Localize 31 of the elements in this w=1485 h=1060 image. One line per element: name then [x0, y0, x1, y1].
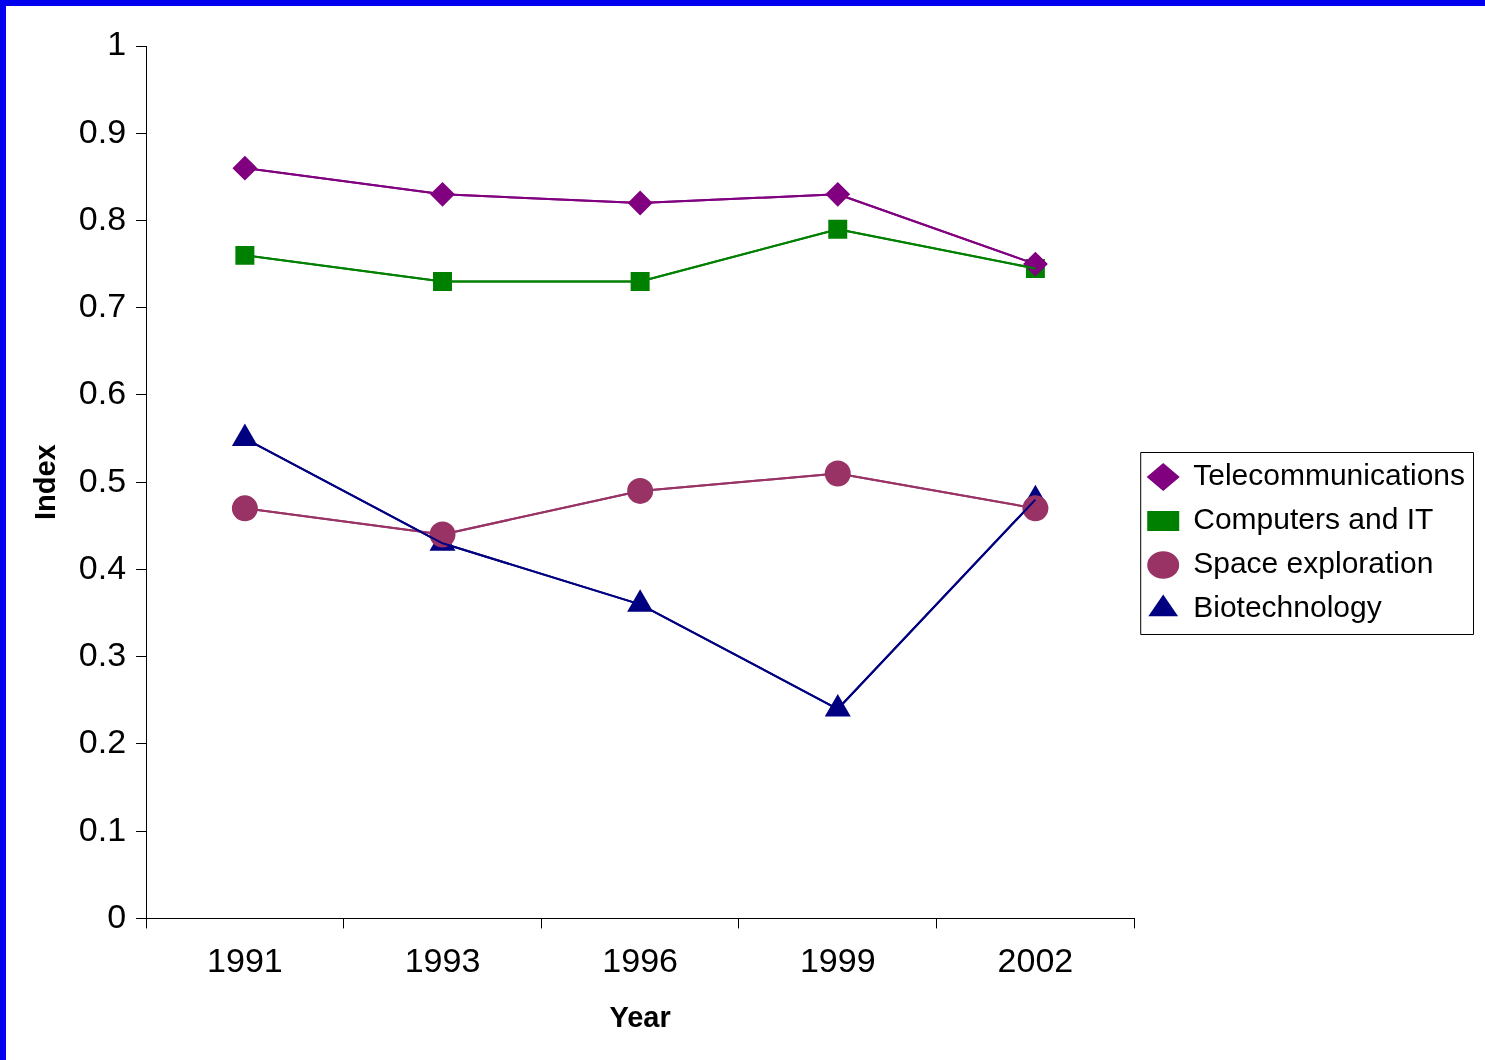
legend-label: Telecommunications: [1193, 458, 1466, 492]
y-axis-title: Index: [29, 444, 62, 521]
x-tick-label: 2002: [997, 941, 1074, 980]
point: [630, 272, 650, 292]
point: [828, 219, 848, 239]
point: [231, 495, 258, 522]
y-tick-label: 0.2: [78, 722, 127, 761]
y-tick-label: 0.6: [78, 373, 127, 412]
y-tick-label: 1: [107, 24, 127, 63]
x-axis-title: Year: [609, 1000, 671, 1033]
point: [825, 695, 851, 717]
point: [235, 245, 255, 265]
legend-label: Space exploration: [1193, 546, 1434, 580]
y-tick-label: 0.9: [78, 111, 127, 150]
y-tick-label: 0: [107, 896, 127, 935]
x-tick-label: 1991: [207, 941, 283, 980]
y-tick-label: 0.4: [78, 547, 127, 586]
x-tick-label: 1996: [602, 941, 678, 980]
point: [627, 477, 654, 504]
y-tick-label: 0.3: [78, 635, 127, 674]
x-tick-label: 1993: [404, 941, 481, 980]
legend-label: Biotechnology: [1193, 590, 1382, 624]
y-tick-label: 0.1: [78, 809, 127, 848]
y-tick-label: 0.8: [78, 198, 127, 237]
point: [232, 156, 257, 181]
y-tick-label: 0.7: [78, 286, 127, 325]
x-tick-label: 1999: [799, 941, 876, 980]
legend-label: Computers and IT: [1193, 502, 1434, 536]
point: [433, 272, 452, 292]
y-tick-label: 0.5: [78, 460, 127, 499]
point: [824, 460, 851, 487]
